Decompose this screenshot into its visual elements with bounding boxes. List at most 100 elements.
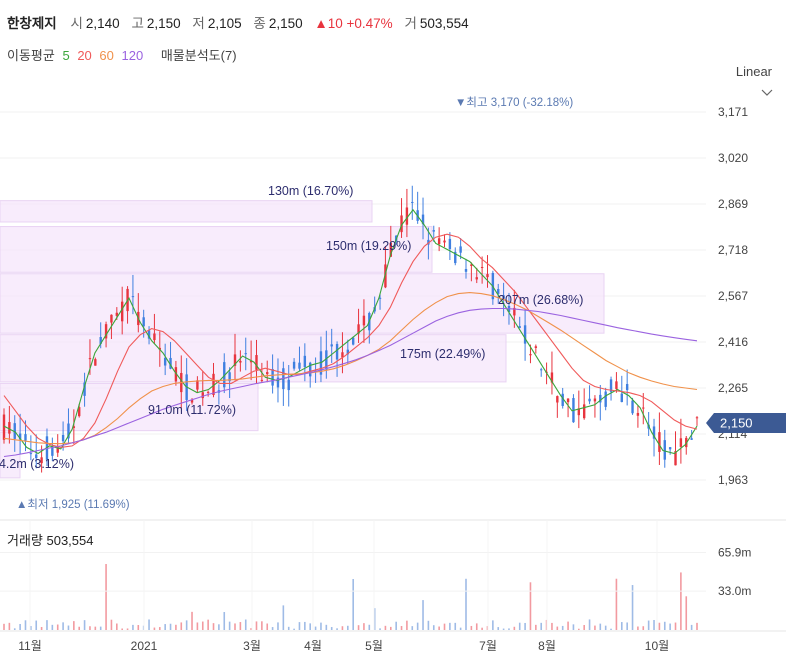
volume-bar: [653, 620, 655, 630]
candle-body: [378, 297, 382, 299]
volume-bar: [282, 605, 285, 630]
candle-body: [609, 379, 613, 392]
volume-profile-label: 150m (19.29%): [326, 239, 411, 253]
candle-body: [599, 394, 602, 403]
volume-bar: [51, 624, 54, 630]
volume-bar: [83, 620, 86, 630]
x-tick-label: 4월: [304, 639, 322, 653]
current-price-shape: [706, 413, 786, 434]
candle-body: [518, 326, 521, 328]
candle-body: [40, 457, 43, 464]
candle-body: [357, 324, 360, 334]
volume-profile-label: 24.2m (3.12%): [0, 457, 74, 471]
volume-bar: [357, 625, 360, 630]
volume-bar: [277, 622, 279, 630]
volume-bar: [304, 621, 306, 630]
volume-bar: [620, 622, 623, 630]
volume-bar: [78, 626, 81, 630]
volume-bar: [266, 623, 269, 630]
candle-body: [529, 354, 532, 356]
stock-name: 한창제지: [7, 16, 57, 31]
volume-bar: [218, 624, 220, 630]
candle-body: [351, 337, 355, 345]
volume-bar: [30, 626, 32, 630]
candle-body: [78, 407, 81, 417]
candle-body: [260, 379, 264, 381]
candle-body: [486, 274, 489, 278]
ma-5[interactable]: 5: [62, 48, 70, 63]
candle-body: [625, 384, 629, 391]
scale-mode-select[interactable]: Linear: [736, 64, 772, 79]
candle-body: [196, 380, 199, 390]
x-tick-label: 5월: [365, 639, 383, 653]
volume-bar: [309, 623, 312, 630]
moving-average-line-120: [3, 307, 698, 458]
moving-average-line-60: [3, 292, 698, 445]
candle-body: [174, 367, 178, 382]
volume-bar: [373, 608, 376, 630]
candle-body: [212, 373, 215, 396]
volume-bar: [427, 620, 430, 630]
moving-average-legend[interactable]: 이동평균 5 20 60 120 매물분석도(7): [7, 45, 241, 64]
volume-bar: [395, 621, 397, 630]
candle-body: [29, 453, 33, 455]
candle-body: [24, 434, 27, 441]
candle-body: [56, 447, 59, 453]
volume-bar: [594, 625, 596, 630]
low-value: 2,105: [207, 16, 242, 31]
candle-body: [201, 392, 204, 399]
volume-bar: [325, 624, 328, 630]
volume-bar: [578, 628, 580, 630]
volume-bar: [341, 626, 344, 630]
volume-bar: [287, 626, 290, 630]
y-tick-label: 3,020: [718, 151, 748, 165]
volume-bar: [604, 625, 607, 630]
ma-60[interactable]: 60: [99, 48, 114, 63]
candle-body: [695, 417, 699, 419]
close-label: 종: [253, 16, 266, 31]
volume-bar: [669, 623, 671, 630]
close-value: 2,150: [268, 16, 303, 31]
candle-body: [335, 344, 339, 360]
candle-body: [110, 314, 113, 323]
volume-bar: [449, 622, 451, 630]
candle-body: [405, 207, 409, 225]
volume-bar: [615, 578, 618, 630]
x-tick-label: 7월: [479, 639, 497, 653]
volume-bar: [314, 626, 317, 630]
volume-bar: [685, 596, 688, 630]
volume-bar: [572, 624, 575, 630]
candle-body: [341, 352, 344, 358]
open-label: 시: [70, 16, 83, 31]
x-tick-label: 10월: [645, 639, 669, 653]
moving-average-line-20: [3, 233, 698, 448]
volume-bar: [454, 622, 457, 630]
volume-bar: [502, 628, 505, 630]
volume-bar: [175, 624, 177, 630]
volume-profile-label: 91.0m (11.72%): [148, 403, 236, 417]
volume-bar: [347, 625, 349, 630]
volume-bar: [223, 612, 226, 630]
volume-bar: [250, 628, 252, 630]
volume-profile-toggle[interactable]: 매물분석도(7): [160, 48, 237, 63]
ma-120[interactable]: 120: [121, 48, 144, 63]
candle-body: [18, 433, 22, 440]
candle-body: [142, 317, 145, 327]
volume-profile-label: 130m (16.70%): [268, 184, 353, 198]
candle-body: [120, 301, 124, 322]
candle-body: [8, 422, 11, 434]
low-marker: ▲최저 1,925 (11.69%): [16, 498, 130, 511]
candle-body: [615, 381, 618, 389]
candle-body: [244, 353, 247, 355]
candle-body: [51, 446, 54, 456]
volume-bar: [642, 626, 645, 630]
candle-body: [115, 312, 119, 316]
candle-body: [13, 423, 16, 439]
candle-body: [292, 361, 296, 369]
ma-20[interactable]: 20: [77, 48, 92, 63]
candle-body: [303, 355, 307, 368]
candle-body: [663, 440, 666, 460]
y-tick-label: 2,265: [718, 381, 748, 395]
candle-body: [287, 379, 290, 391]
